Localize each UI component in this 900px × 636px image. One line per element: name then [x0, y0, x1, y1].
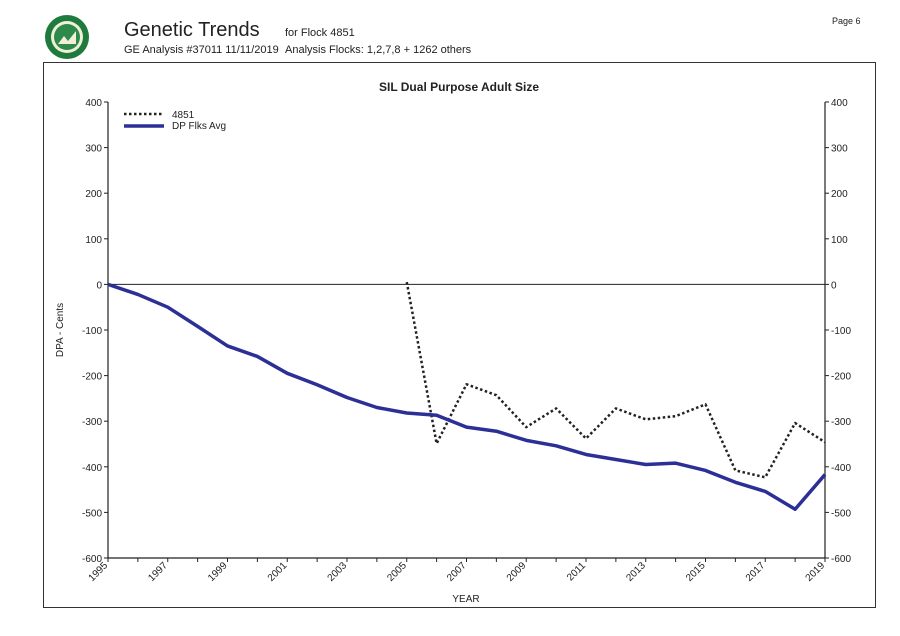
- x-tick-label: 2007: [445, 560, 469, 584]
- legend-label-dp-avg: DP Flks Avg: [172, 121, 226, 132]
- y-tick-label-left: 200: [85, 189, 102, 200]
- analysis-flocks-label: Analysis Flocks: 1,2,7,8 + 1262 others: [285, 44, 472, 56]
- y-tick-label-right: -400: [831, 463, 851, 474]
- chart-frame: [43, 62, 876, 608]
- legend-label-4851: 4851: [172, 110, 195, 121]
- y-tick-label-left: -500: [82, 508, 102, 519]
- y-tick-label-right: -100: [831, 326, 851, 337]
- y-tick-label-left: -400: [82, 463, 102, 474]
- y-tick-label-left: -600: [82, 554, 102, 565]
- x-tick-label: 1997: [146, 560, 170, 584]
- y-axis-label: DPA - Cents: [55, 303, 66, 357]
- y-tick-label-right: -600: [831, 554, 851, 565]
- x-tick-label: 2015: [684, 560, 708, 584]
- analysis-label: GE Analysis #37011 11/11/2019: [124, 44, 279, 56]
- y-tick-label-left: -100: [82, 326, 102, 337]
- y-tick-label-left: 400: [85, 98, 102, 109]
- y-tick-label-right: 0: [831, 280, 837, 291]
- y-tick-label-left: -300: [82, 417, 102, 428]
- y-tick-label-right: -200: [831, 372, 851, 383]
- x-tick-label: 2017: [744, 560, 768, 584]
- page-number: Page 6: [832, 16, 861, 26]
- y-tick-label-right: -500: [831, 508, 851, 519]
- y-tick-label-right: 300: [831, 144, 848, 155]
- chart-title: SIL Dual Purpose Adult Size: [379, 80, 539, 94]
- x-tick-label: 2013: [624, 560, 648, 584]
- report-title: Genetic Trends: [124, 19, 260, 41]
- y-tick-label-right: 100: [831, 235, 848, 246]
- x-axis-label: YEAR: [452, 594, 479, 605]
- x-tick-label: 2003: [326, 560, 350, 584]
- flock-label: for Flock 4851: [285, 27, 355, 39]
- x-tick-label: 2009: [505, 560, 529, 584]
- y-tick-label-right: 400: [831, 98, 848, 109]
- y-tick-label-left: -200: [82, 372, 102, 383]
- y-tick-label-right: 200: [831, 189, 848, 200]
- y-tick-label-right: -300: [831, 417, 851, 428]
- x-tick-label: 2001: [266, 560, 290, 584]
- sil-logo: [45, 15, 89, 59]
- x-tick-label: 2019: [804, 560, 828, 584]
- x-tick-label: 2005: [385, 560, 409, 584]
- y-tick-label-left: 0: [96, 280, 102, 291]
- legend: 4851 DP Flks Avg: [124, 110, 226, 132]
- y-tick-label-left: 100: [85, 235, 102, 246]
- x-tick-label: 2011: [565, 560, 588, 583]
- series-line-4851: [405, 281, 826, 479]
- x-tick-label: 1999: [206, 560, 230, 584]
- series-line-dp-flks-avg: [107, 282, 827, 511]
- y-tick-label-left: 300: [85, 144, 102, 155]
